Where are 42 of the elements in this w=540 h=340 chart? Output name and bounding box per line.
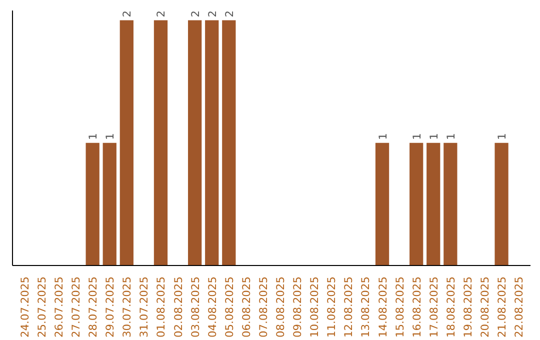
x-tick-label: 25.07.2025 bbox=[35, 276, 48, 338]
x-tick-label: 12.08.2025 bbox=[342, 276, 356, 338]
data-label: 1 bbox=[86, 133, 100, 140]
x-tick-label: 19.08.2025 bbox=[461, 276, 474, 338]
x-tick-label: 15.08.2025 bbox=[393, 276, 406, 338]
x-tick-label: 22.08.2025 bbox=[512, 276, 526, 338]
x-tick-label: 02.08.2025 bbox=[172, 276, 185, 338]
x-tick-label: 08.08.2025 bbox=[274, 276, 288, 338]
x-tick-label: 26.07.2025 bbox=[52, 276, 66, 338]
x-tick-label: 16.08.2025 bbox=[410, 276, 424, 338]
data-label: 2 bbox=[188, 10, 202, 18]
data-label: 1 bbox=[410, 133, 424, 140]
x-tick-label: 28.07.2025 bbox=[86, 276, 100, 338]
x-tick-label: 13.08.2025 bbox=[359, 276, 372, 338]
x-tick-label: 27.07.2025 bbox=[70, 276, 83, 338]
x-tick-label: 06.08.2025 bbox=[240, 276, 253, 338]
x-tick-label: 05.08.2025 bbox=[222, 276, 236, 338]
x-tick-label: 14.08.2025 bbox=[376, 276, 390, 338]
data-label: 2 bbox=[206, 10, 219, 18]
x-tick-label: 24.07.2025 bbox=[18, 276, 32, 338]
x-tick-label: 11.08.2025 bbox=[325, 276, 338, 338]
x-tick-label: 04.08.2025 bbox=[206, 276, 219, 338]
data-label: 1 bbox=[376, 133, 390, 140]
data-label: 2 bbox=[154, 10, 168, 18]
data-label: 2 bbox=[222, 10, 236, 18]
x-tick-label: 01.08.2025 bbox=[154, 276, 168, 338]
x-tick-label: 18.08.2025 bbox=[444, 276, 458, 338]
x-tick-label: 20.08.2025 bbox=[478, 276, 492, 338]
x-tick-label: 03.08.2025 bbox=[188, 276, 202, 338]
data-label: 1 bbox=[444, 133, 458, 140]
data-label: 1 bbox=[427, 133, 440, 140]
data-label: 2 bbox=[120, 10, 134, 18]
x-tick-label: 17.08.2025 bbox=[427, 276, 440, 338]
x-tick-label: 09.08.2025 bbox=[291, 276, 304, 338]
x-tick-label: 10.08.2025 bbox=[308, 276, 322, 338]
x-tick-label: 30.07.2025 bbox=[120, 276, 134, 338]
x-tick-label: 31.07.2025 bbox=[138, 276, 151, 338]
x-tick-label: 29.07.2025 bbox=[104, 276, 117, 338]
x-tick-label: 07.08.2025 bbox=[256, 276, 270, 338]
data-label: 1 bbox=[496, 133, 509, 140]
data-label: 1 bbox=[104, 133, 117, 140]
x-tick-label: 21.08.2025 bbox=[496, 276, 509, 338]
